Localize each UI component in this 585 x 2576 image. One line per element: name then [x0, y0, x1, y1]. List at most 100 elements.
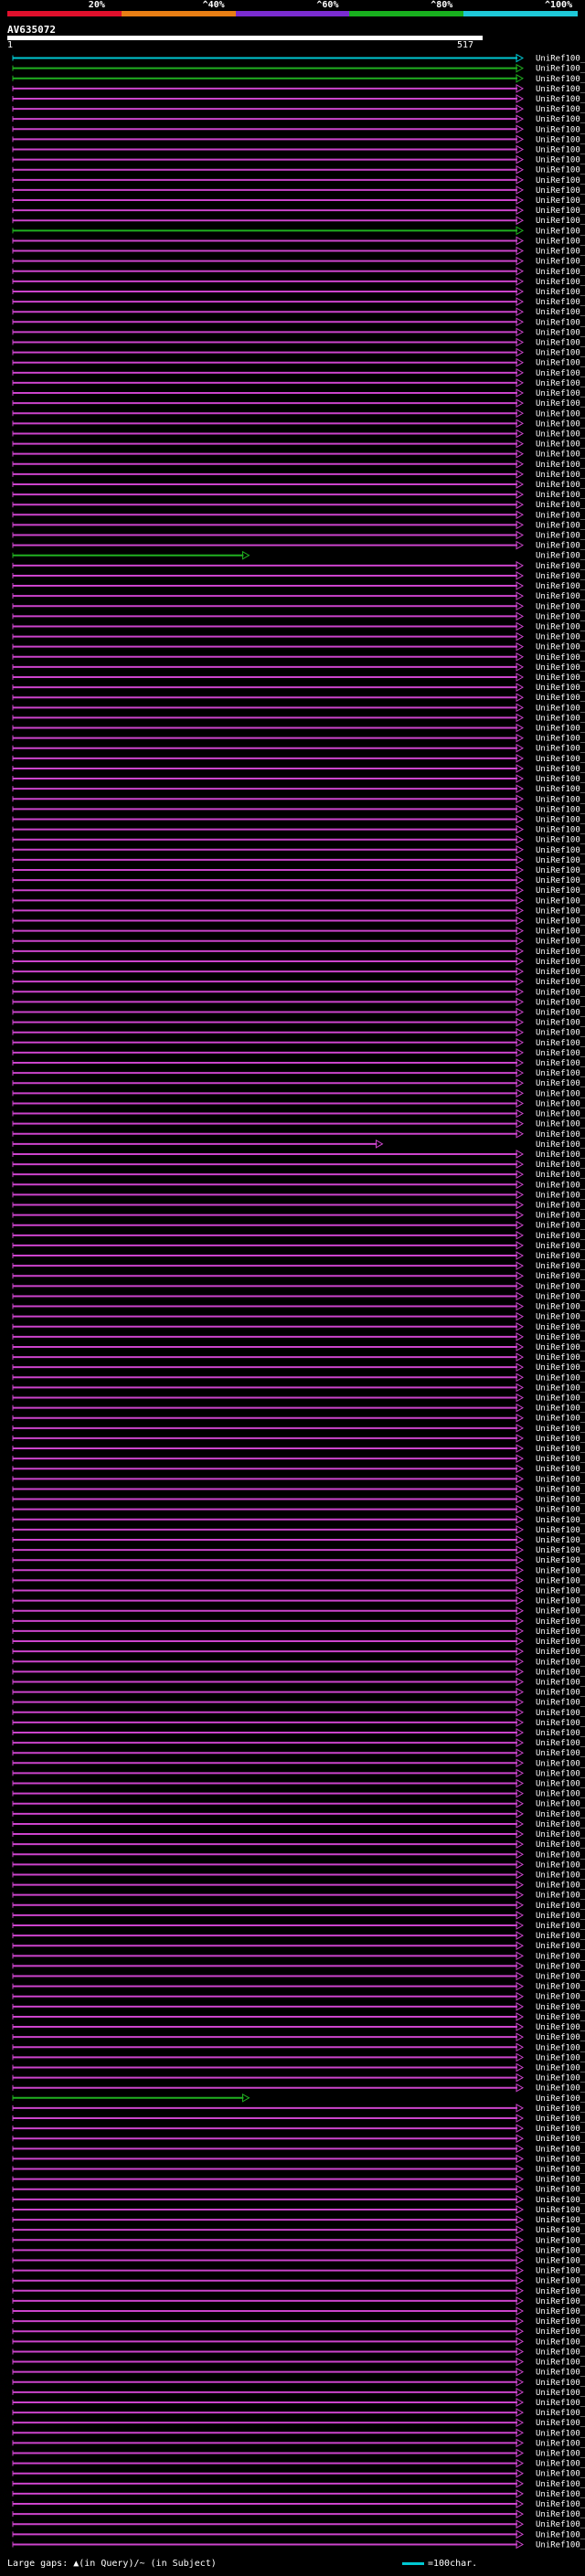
hit-arrow	[516, 2357, 525, 2367]
hit-label: UniRef100_B3RM22	[536, 592, 585, 601]
hit-arrow	[516, 1301, 525, 1311]
hit-label: UniRef100_Q4JHU5	[536, 429, 585, 439]
hit-label: UniRef100_Q27711	[536, 2429, 585, 2438]
legend-segment	[463, 11, 578, 16]
hit-label: UniRef100_Q16P79	[536, 876, 585, 885]
hit-label: UniRef100_B1PHD5	[536, 511, 585, 520]
legend-segment	[235, 11, 350, 16]
hit-label: UniRef100_C5XKN8	[536, 379, 585, 388]
hit-arrow	[516, 1383, 525, 1393]
legend-label: ^80%	[431, 0, 453, 10]
hit-label: UniRef100_B3TQ73	[536, 1039, 585, 1048]
hit-arrow	[516, 814, 525, 824]
identity-legend: 20% ^40% ^60% ^80% ^100%	[7, 0, 578, 18]
hit-arrow	[516, 2215, 525, 2224]
hit-arrow	[516, 1251, 525, 1260]
hit-label: UniRef100_UP10000...	[536, 2337, 585, 2347]
hit-label: UniRef100_A2A5B9	[536, 135, 585, 144]
hit-label: UniRef100_Q5S7V1	[536, 2053, 585, 2062]
hit-arrow	[516, 2235, 525, 2245]
hit-label: UniRef100_C1E6C1	[536, 105, 585, 114]
hit-arrow	[516, 1981, 525, 1991]
hit-arrow	[516, 63, 525, 73]
hit-arrow	[516, 53, 525, 63]
hit-arrow	[375, 1140, 384, 1149]
hit-arrow	[516, 2144, 525, 2154]
hit-arrow	[516, 804, 525, 814]
hit-arrow	[516, 367, 525, 377]
hit-label: UniRef100_Q45387	[536, 2135, 585, 2144]
hit-label: UniRef100_C3ZE54	[536, 258, 585, 267]
hit-label: UniRef100_B6KB01	[536, 440, 585, 450]
hit-arrow	[516, 2225, 525, 2235]
hit-arrow	[516, 1078, 525, 1088]
hit-label: UniRef100_UP10000...	[536, 2297, 585, 2306]
hit-label: UniRef100_A4QX16	[536, 451, 585, 460]
hit-label: UniRef100_Q2RBE0	[536, 1709, 585, 1718]
hit-label: UniRef100_UP10000...	[536, 1059, 585, 1068]
hit-label: UniRef100_UP10000...	[536, 1617, 585, 1627]
hit-arrow	[516, 1160, 525, 1169]
hit-label: UniRef100_B3S2F6	[536, 2104, 585, 2114]
hit-label: UniRef100_UP10000...	[536, 1850, 585, 1860]
hit-arrow	[516, 703, 525, 713]
query-title: AV635072	[7, 24, 56, 36]
hit-arrow	[516, 2408, 525, 2417]
hit-label: UniRef100_C0LRW4	[536, 906, 585, 916]
hit-label: UniRef100_Q9NAB2	[536, 1952, 585, 1961]
hit-label: UniRef100_UP10000...	[536, 1607, 585, 1617]
hit-label: UniRef100_A6Y2D3	[536, 2145, 585, 2154]
hit-arrow	[516, 683, 525, 692]
hit-arrow	[516, 855, 525, 864]
hit-label: UniRef100_UP10000...	[536, 725, 585, 734]
hit-arrow	[516, 520, 525, 530]
hit-label: UniRef100_B5EPX1	[536, 1546, 585, 1555]
hit-label: UniRef100_Q7S2H7	[536, 1242, 585, 1251]
hit-label: UniRef100_Q16I11	[536, 1435, 585, 1444]
hit-label: UniRef100_Q9NAB3	[536, 1627, 585, 1637]
hit-label: UniRef100_C5XKP0	[536, 268, 585, 277]
hit-label: UniRef100_B6KB02	[536, 633, 585, 642]
hit-label: UniRef100_Q7K783	[536, 2074, 585, 2083]
hit-arrow	[516, 104, 525, 113]
hit-label: UniRef100_Q6QES8	[536, 765, 585, 774]
hit-label: UniRef100_Q70UT6	[536, 2155, 585, 2164]
hit-label: UniRef100_C3Y1E5	[536, 704, 585, 713]
hit-label: UniRef100_Q9WTJ3	[536, 2480, 585, 2489]
hit-arrow	[516, 347, 525, 357]
hit-label: UniRef100_P46431	[536, 2460, 585, 2469]
hit-arrow	[516, 408, 525, 419]
hit-arrow	[516, 1707, 525, 1717]
hit-label: UniRef100_Q5D9T1	[536, 866, 585, 875]
hit-arrow	[516, 601, 525, 611]
hit-arrow	[516, 581, 525, 590]
hit-label: UniRef100_Q9NH96	[536, 1252, 585, 1261]
hit-arrow	[516, 2042, 525, 2052]
hit-label: UniRef100_Q10598	[536, 2166, 585, 2175]
hit-label: UniRef100_C3ZVY9	[536, 896, 585, 906]
hit-arrow	[516, 378, 525, 387]
hit-arrow	[516, 1403, 525, 1413]
hit-arrow	[516, 1423, 525, 1433]
hit-arrow	[516, 1494, 525, 1504]
hit-label: UniRef100_Q19BK1	[536, 1871, 585, 1880]
hit-label: UniRef100_B3RD60	[536, 1648, 585, 1657]
hit-arrow	[516, 1332, 525, 1341]
hit-label: UniRef100_UP10000...	[536, 846, 585, 855]
hit-arrow	[516, 307, 525, 317]
hit-arrow	[516, 977, 525, 987]
hit-label: UniRef100_B1N8E9	[536, 673, 585, 683]
hit-arrow	[516, 1118, 525, 1129]
hit-label: UniRef100_Q3HV18	[536, 1212, 585, 1221]
hit-label: UniRef100_C3Y625	[536, 501, 585, 510]
hit-label: UniRef100_B1N8E6	[536, 369, 585, 378]
hit-arrow	[516, 388, 525, 398]
hit-label: UniRef100_P91143	[536, 1749, 585, 1758]
hit-arrow	[516, 2418, 525, 2428]
hit-label: UniRef100_B4JS49	[536, 1810, 585, 1819]
hit-label: UniRef100_UP10000...	[536, 1759, 585, 1768]
hit-label: UniRef100_C3UUK9	[536, 2490, 585, 2499]
hit-label: UniRef100_A7SJW8	[536, 1373, 585, 1383]
hit-label: UniRef100_UP10000...	[536, 2307, 585, 2316]
